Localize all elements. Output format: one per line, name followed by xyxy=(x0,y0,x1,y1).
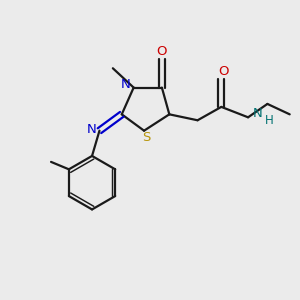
Text: O: O xyxy=(157,45,167,58)
Text: N: N xyxy=(253,107,262,120)
Text: N: N xyxy=(87,123,97,136)
Text: N: N xyxy=(121,78,130,91)
Text: H: H xyxy=(265,114,274,127)
Text: O: O xyxy=(218,65,229,78)
Text: S: S xyxy=(142,131,151,144)
